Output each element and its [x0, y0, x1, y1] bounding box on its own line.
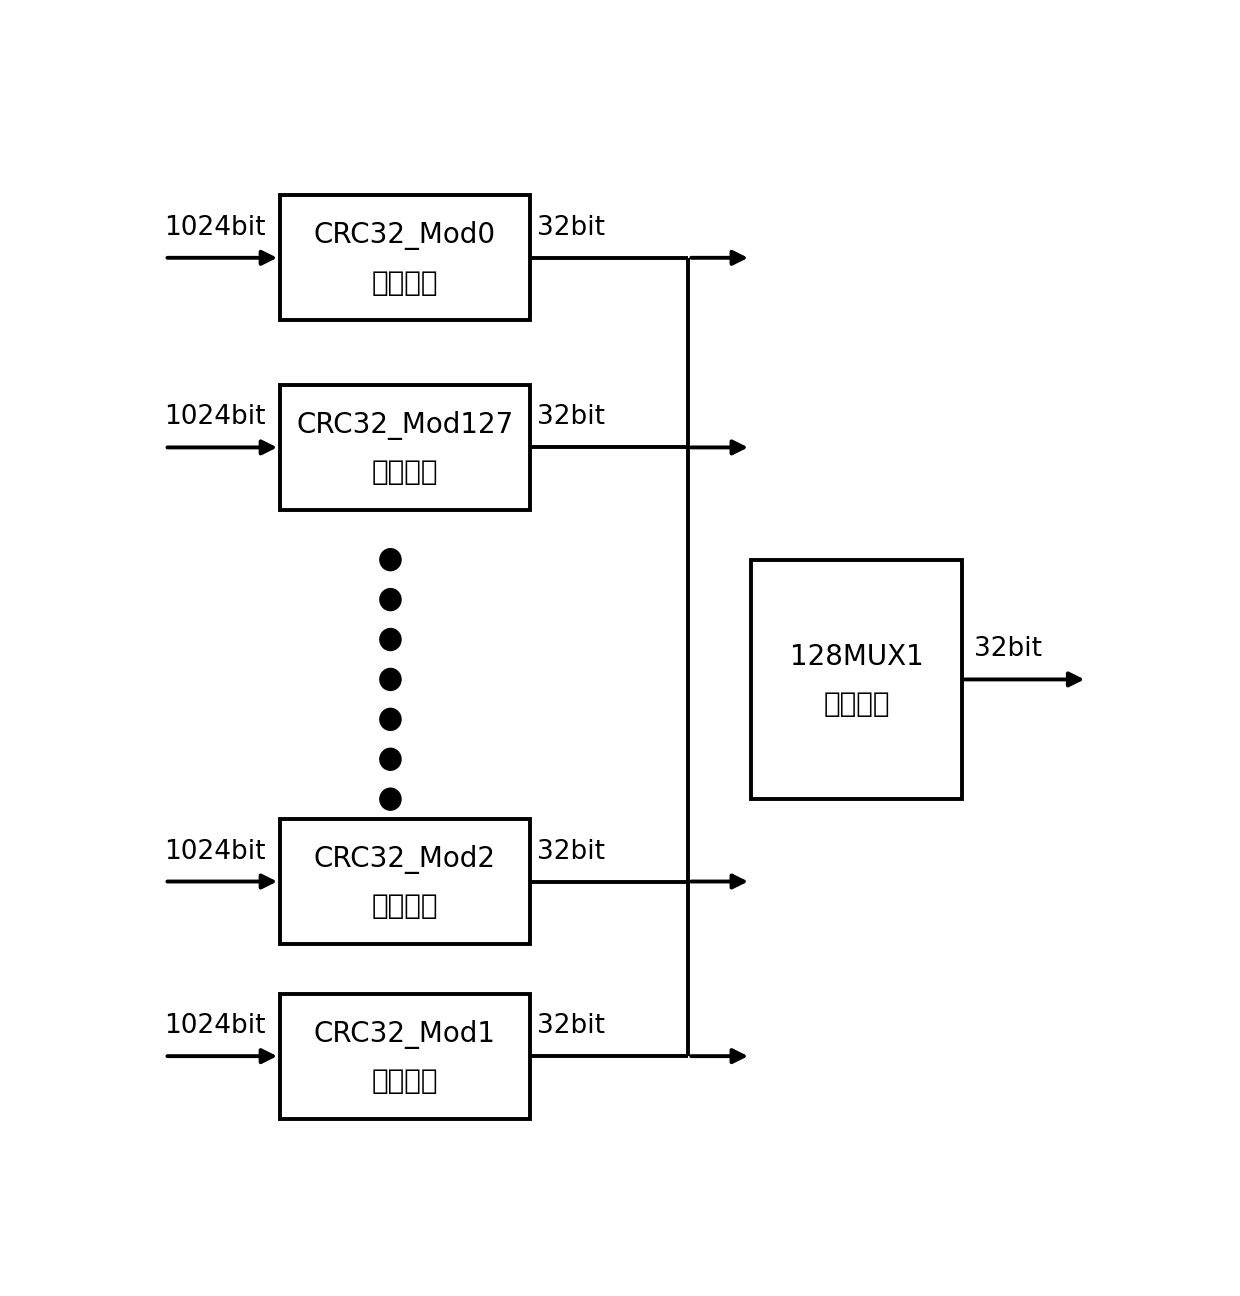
- Text: 32bit: 32bit: [537, 839, 605, 864]
- Circle shape: [379, 748, 401, 770]
- Text: 32bit: 32bit: [537, 1013, 605, 1039]
- Text: 计算模块: 计算模块: [372, 893, 438, 920]
- Text: CRC32_Mod0: CRC32_Mod0: [314, 222, 496, 250]
- Bar: [751, 560, 962, 800]
- Bar: [280, 385, 529, 509]
- Text: 32bit: 32bit: [537, 404, 605, 430]
- Text: 选择模块: 选择模块: [823, 691, 890, 718]
- Circle shape: [379, 629, 401, 651]
- Circle shape: [379, 548, 401, 570]
- Bar: [280, 994, 529, 1118]
- Text: CRC32_Mod2: CRC32_Mod2: [314, 845, 496, 874]
- Text: 1024bit: 1024bit: [165, 215, 267, 241]
- Text: 1024bit: 1024bit: [165, 839, 267, 864]
- Bar: [280, 196, 529, 320]
- Bar: [280, 819, 529, 943]
- Text: 1024bit: 1024bit: [165, 404, 267, 430]
- Text: 计算模块: 计算模块: [372, 268, 438, 297]
- Circle shape: [379, 709, 401, 731]
- Text: 32bit: 32bit: [537, 215, 605, 241]
- Circle shape: [379, 669, 401, 691]
- Text: 计算模块: 计算模块: [372, 1067, 438, 1095]
- Text: 32bit: 32bit: [973, 636, 1042, 662]
- Text: 1024bit: 1024bit: [165, 1013, 267, 1039]
- Circle shape: [379, 588, 401, 610]
- Text: CRC32_Mod1: CRC32_Mod1: [314, 1020, 496, 1048]
- Text: 计算模块: 计算模块: [372, 459, 438, 486]
- Text: 128MUX1: 128MUX1: [790, 644, 924, 671]
- Text: CRC32_Mod127: CRC32_Mod127: [296, 411, 513, 439]
- Circle shape: [379, 788, 401, 810]
